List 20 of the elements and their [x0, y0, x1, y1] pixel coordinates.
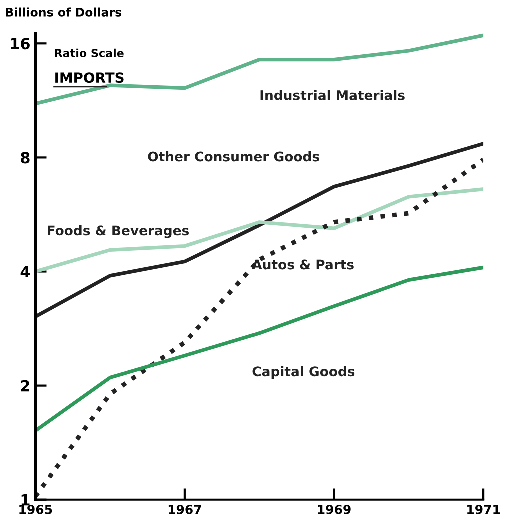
y-tick-label: 8 [21, 152, 30, 164]
annotation: IMPORTS [56, 72, 124, 84]
y-tick-label: 16 [11, 38, 30, 50]
x-tick-label: 1965 [20, 504, 52, 514]
x-tick-label: 1969 [318, 504, 351, 514]
x-tick-label: 1971 [468, 504, 500, 514]
y-tick-label: 2 [21, 380, 30, 392]
y-tick-label: 4 [20, 266, 30, 278]
series-label: Autos & Parts [252, 260, 354, 270]
text: Industrial Materials [260, 90, 405, 100]
text: Capital Goods [252, 366, 355, 380]
x-tick-label: 1967 [168, 504, 202, 514]
y-tick-label: 1 [22, 494, 30, 506]
series-label: Foods & Beverages [48, 225, 190, 238]
line-series [36, 188, 484, 274]
line-series [36, 142, 484, 319]
annotation: Ratio Scale [55, 48, 124, 58]
y-axis-title: Billions of Dollars [6, 8, 122, 17]
text: Other Consumer Goods [148, 151, 320, 162]
line-series [36, 34, 484, 106]
